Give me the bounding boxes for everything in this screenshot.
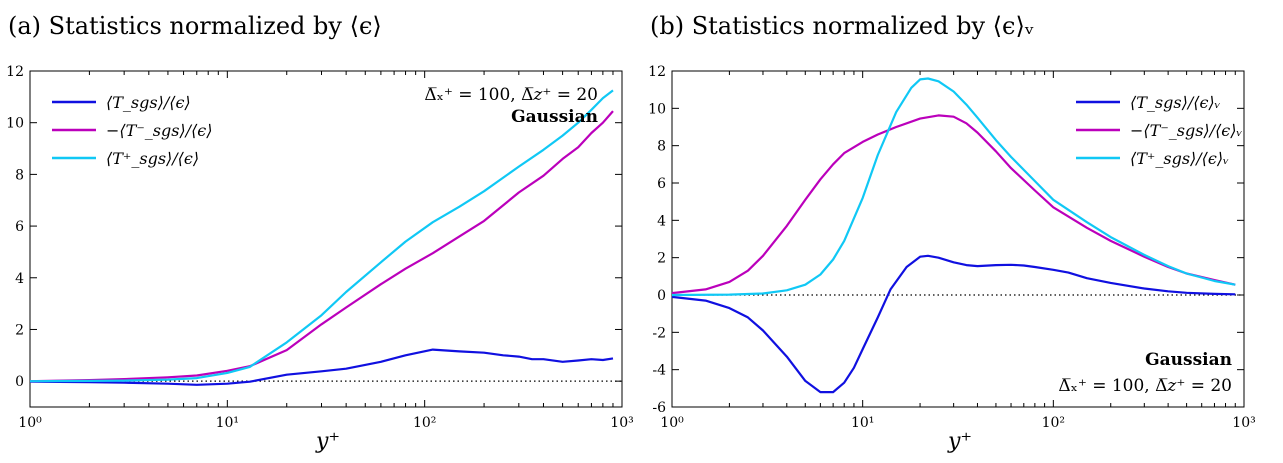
panel-b-ytick-label: -4 [652, 363, 666, 379]
panel-a-xtick-label: 10⁰ [18, 415, 42, 431]
panel-b: (b) Statistics normalized by ⟨ϵ⟩ᵥ 10⁰ 10¹… [648, 12, 1256, 454]
panel-a-annotation-2: Gaussian [511, 107, 598, 127]
panel-b-series-line-1 [671, 254, 1236, 394]
panel-a: (a) Statistics normalized by ⟨ϵ⟩ 10⁰ 10¹ 1… [6, 12, 634, 454]
panel-a-ytick-label: 12 [6, 64, 24, 80]
panel-a-series-line-2 [29, 110, 614, 383]
panel-a-ytick-label: 4 [15, 271, 24, 287]
panel-b-ytick-label: 12 [648, 64, 666, 80]
panel-a-xtick-label: 10¹ [216, 415, 239, 431]
panel-b-xtick-label: 10¹ [851, 415, 874, 431]
panel-a-title: (a) Statistics normalized by ⟨ϵ⟩ [8, 12, 382, 40]
panel-b-legend-label-3: ⟨T⁺_sgs⟩/⟨ϵ⟩ᵥ [1130, 149, 1229, 168]
panel-b-ytick-label: 2 [657, 251, 666, 267]
panel-b-axes-frame [671, 70, 1245, 408]
panel-b-ytick-label: -2 [652, 325, 666, 341]
panel-a-xlabel: y⁺ [315, 429, 340, 454]
panel-a-ytick-label: 10 [6, 116, 24, 132]
panel-b-xlabel: y⁺ [947, 429, 972, 454]
panel-b-xtick-label: 10³ [1232, 415, 1255, 431]
panel-b-annotation-2: Δ̅ₓ⁺ = 100, Δ̅𝑧⁺ = 20 [1058, 376, 1232, 396]
panel-b-xtick-label: 10² [1042, 415, 1065, 431]
panel-b-ytick-label: 10 [648, 101, 666, 117]
panel-b-legend-label-1: ⟨T_sgs⟩/⟨ϵ⟩ᵥ [1130, 93, 1221, 112]
panel-a-legend-label-1: ⟨T_sgs⟩/⟨ϵ⟩ [106, 93, 191, 112]
panel-a-legend-label-2: −⟨T⁻_sgs⟩/⟨ϵ⟩ [106, 121, 213, 140]
panel-b-series-line-2 [671, 114, 1236, 295]
panel-b-ytick-label: 0 [657, 288, 666, 304]
panel-a-series-line-3 [29, 89, 614, 383]
panel-a-plot-area: 10⁰ 10¹ 10² 10³ 0 2 4 6 8 10 12 ⟨T_sgs⟩/⟨ϵ⟩ −⟨T⁻_sgs… [6, 64, 634, 431]
panel-b-annotation-1: Gaussian [1145, 350, 1232, 370]
panel-a-xtick-label: 10² [413, 415, 436, 431]
panel-b-xtick-label: 10⁰ [660, 415, 684, 431]
panel-b-legend-label-2: −⟨T⁻_sgs⟩/⟨ϵ⟩ᵥ [1130, 121, 1243, 140]
panel-a-axes-frame [29, 70, 623, 408]
panel-a-legend-label-3: ⟨T⁺_sgs⟩/⟨ϵ⟩ [106, 149, 199, 168]
panel-a-series-line-1 [29, 348, 614, 386]
panel-b-ytick-label: 4 [657, 213, 666, 229]
panel-b-ytick-label: 8 [657, 139, 666, 155]
panel-a-ytick-label: 6 [15, 219, 24, 235]
panel-b-series-line-3 [671, 77, 1236, 297]
panel-a-ytick-label: 0 [15, 374, 24, 390]
panel-a-ytick-label: 2 [15, 322, 24, 338]
panel-a-annotation-1: Δ̅ₓ⁺ = 100, Δ̅𝑧⁺ = 20 [424, 85, 598, 105]
panel-b-ytick-label: 6 [657, 176, 666, 192]
panel-b-plot-area: 10⁰ 10¹ 10² 10³ -6 -4 -2 0 2 4 6 8 10 12 ⟨T_sgs⟩/⟨ϵ⟩ᵥ −… [648, 64, 1256, 431]
panel-b-title: (b) Statistics normalized by ⟨ϵ⟩ᵥ [650, 12, 1034, 40]
panel-a-ytick-label: 8 [15, 167, 24, 183]
panel-b-ytick-label: -6 [652, 400, 666, 416]
panel-a-xtick-label: 10³ [610, 415, 633, 431]
